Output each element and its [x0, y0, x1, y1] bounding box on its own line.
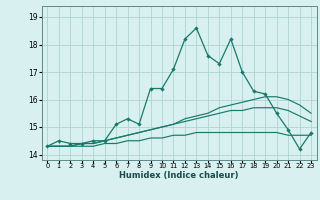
X-axis label: Humidex (Indice chaleur): Humidex (Indice chaleur)	[119, 171, 239, 180]
